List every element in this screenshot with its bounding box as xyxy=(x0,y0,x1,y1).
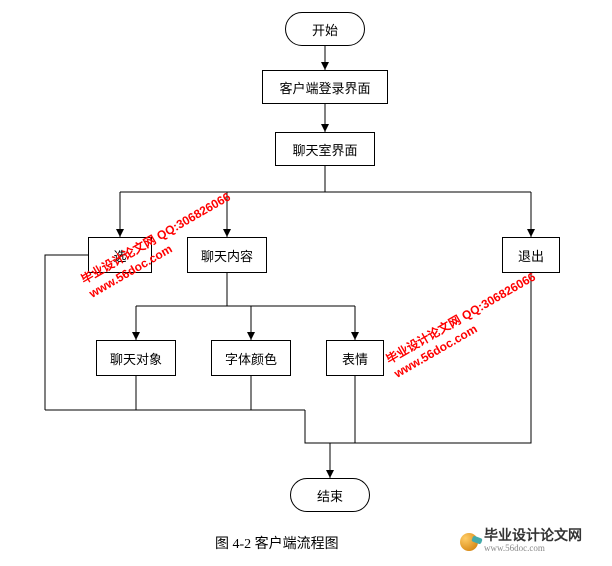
target-node: 聊天对象 xyxy=(96,340,176,376)
watermark-2-line1: 毕业设计论文网 QQ:306826066 xyxy=(384,270,538,367)
figure-caption: 图 4-2 客户端流程图 xyxy=(215,533,339,553)
start-node: 开始 xyxy=(285,12,365,46)
watermark-2: 毕业设计论文网 QQ:306826066 www.56doc.com xyxy=(384,270,547,382)
emoji-node: 表情 xyxy=(326,340,384,376)
logo-sub: www.56doc.com xyxy=(484,544,582,553)
end-node: 结束 xyxy=(290,478,370,512)
logo-text: 毕业设计论文网 xyxy=(484,530,582,544)
watermark-2-line2: www.56doc.com xyxy=(391,321,479,380)
globe-icon xyxy=(460,533,478,551)
room-node: 聊天室界面 xyxy=(275,132,375,166)
exit-node: 退出 xyxy=(502,237,560,273)
login-node: 客户端登录界面 xyxy=(262,70,388,104)
site-logo: 毕业设计论文网 www.56doc.com xyxy=(460,530,582,553)
color-node: 字体颜色 xyxy=(211,340,291,376)
select-node: 选 xyxy=(88,237,152,273)
content-node: 聊天内容 xyxy=(187,237,267,273)
